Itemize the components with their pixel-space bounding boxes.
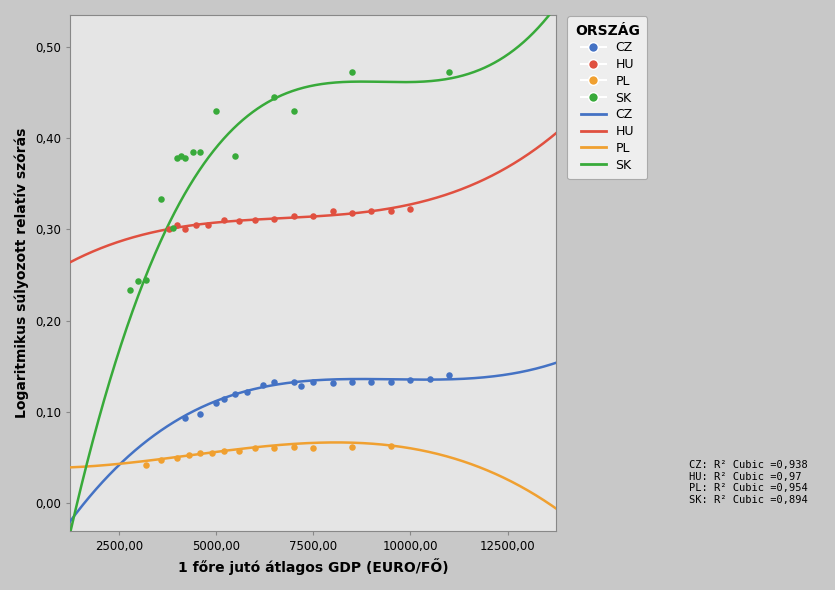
Point [178, 153, 191, 163]
Point [190, 220, 203, 230]
Point [306, 377, 320, 386]
Point [139, 460, 153, 470]
Point [443, 371, 456, 380]
Point [248, 444, 261, 453]
Point [326, 206, 339, 216]
Point [287, 211, 301, 221]
Point [194, 448, 207, 458]
Point [287, 377, 301, 386]
Point [166, 223, 180, 232]
X-axis label: 1 főre jutó átlagos GDP (EURO/FŐ): 1 főre jutó átlagos GDP (EURO/FŐ) [178, 558, 448, 575]
Point [267, 214, 281, 223]
Point [194, 409, 207, 418]
Point [182, 450, 195, 460]
Point [267, 444, 281, 453]
Legend: CZ, HU, PL, SK, CZ, HU, PL, SK: CZ, HU, PL, SK, CZ, HU, PL, SK [567, 16, 647, 179]
Point [154, 195, 168, 204]
Point [178, 414, 191, 423]
Point [170, 153, 184, 163]
Point [403, 205, 417, 214]
Point [287, 442, 301, 451]
Point [256, 380, 269, 389]
Point [326, 378, 339, 388]
Point [170, 453, 184, 463]
Point [124, 285, 137, 294]
Point [295, 382, 308, 391]
Point [346, 377, 359, 386]
Point [201, 220, 215, 230]
Point [175, 152, 188, 161]
Point [139, 275, 153, 284]
Point [384, 206, 397, 216]
Point [233, 217, 246, 226]
Point [170, 220, 184, 230]
Point [365, 206, 378, 216]
Point [210, 398, 223, 408]
Point [178, 225, 191, 234]
Point [346, 442, 359, 451]
Point [217, 215, 230, 225]
Point [205, 448, 219, 458]
Point [306, 211, 320, 221]
Point [163, 225, 176, 234]
Point [443, 68, 456, 77]
Point [217, 395, 230, 404]
Point [210, 106, 223, 116]
Point [267, 377, 281, 386]
Point [194, 147, 207, 156]
Point [267, 93, 281, 102]
Point [154, 455, 168, 465]
Point [346, 68, 359, 77]
Y-axis label: Logaritmikus súlyozott relatív szórás: Logaritmikus súlyozott relatív szórás [15, 127, 29, 418]
Point [229, 389, 242, 398]
Text: CZ: R² Cubic =0,938
HU: R² Cubic =0,97
PL: R² Cubic =0,954
SK: R² Cubic =0,894: CZ: R² Cubic =0,938 HU: R² Cubic =0,97 P… [689, 460, 807, 505]
Point [384, 441, 397, 451]
Point [217, 447, 230, 456]
Point [403, 375, 417, 385]
Point [365, 377, 378, 386]
Point [131, 276, 144, 286]
Point [306, 444, 320, 453]
Point [240, 387, 254, 396]
Point [423, 375, 437, 384]
Point [346, 208, 359, 218]
Point [229, 152, 242, 161]
Point [384, 377, 397, 386]
Point [287, 106, 301, 116]
Point [186, 147, 200, 156]
Point [248, 215, 261, 225]
Point [233, 447, 246, 456]
